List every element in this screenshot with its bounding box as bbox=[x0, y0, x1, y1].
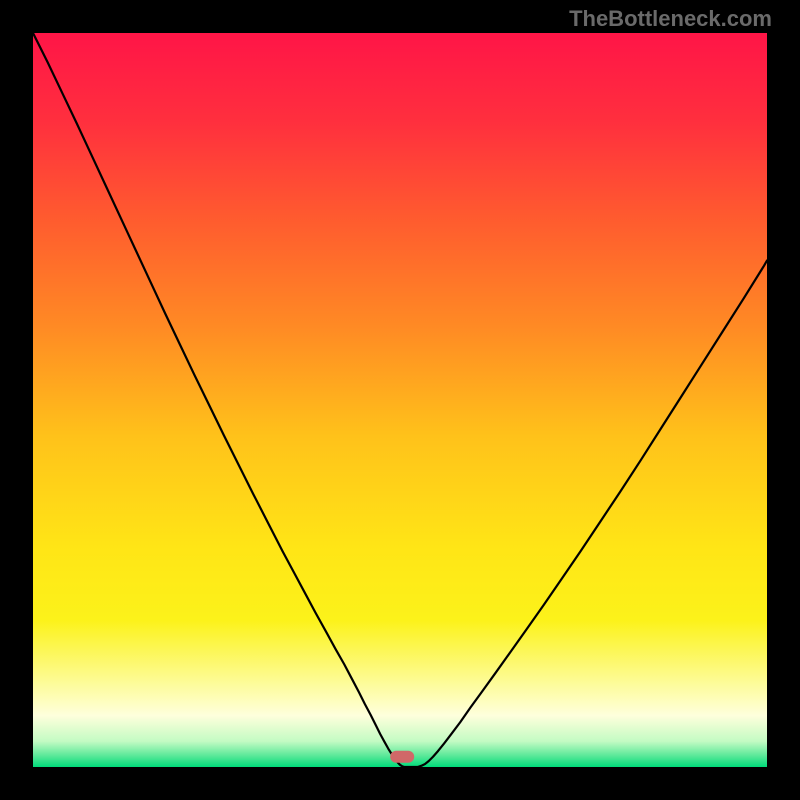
watermark-text: TheBottleneck.com bbox=[569, 6, 772, 32]
plot-background bbox=[33, 33, 767, 767]
plot-area bbox=[33, 33, 767, 767]
optimal-marker bbox=[390, 751, 414, 763]
chart-svg bbox=[33, 33, 767, 767]
